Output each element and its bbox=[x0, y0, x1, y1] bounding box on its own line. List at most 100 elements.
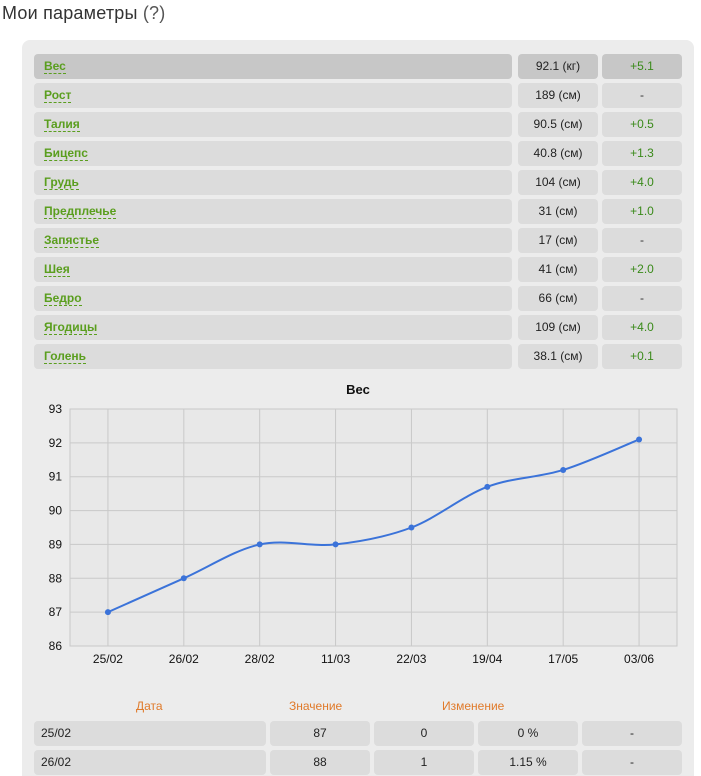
x-axis-labels: 25/02 26/02 28/02 11/03 22/03 19/04 17/05 03/06 bbox=[93, 652, 654, 666]
param-name-link[interactable]: Предплечье bbox=[44, 204, 117, 219]
param-name-cell: Бедро bbox=[34, 286, 512, 311]
weight-data-point[interactable] bbox=[332, 541, 339, 548]
param-value: 31 (см) bbox=[518, 199, 598, 224]
history-date: 26/02 bbox=[34, 750, 266, 775]
weight-data-point[interactable] bbox=[256, 541, 263, 548]
param-value: 66 (см) bbox=[518, 286, 598, 311]
history-extra[interactable]: - bbox=[582, 721, 682, 746]
param-name-link[interactable]: Бедро bbox=[44, 291, 82, 306]
history-header-change: Изменение bbox=[442, 699, 505, 713]
weight-data-point[interactable] bbox=[408, 524, 415, 531]
y-tick-label: 90 bbox=[49, 504, 63, 518]
param-value: 41 (см) bbox=[518, 257, 598, 282]
param-name-link[interactable]: Талия bbox=[44, 117, 80, 132]
param-delta: - bbox=[602, 83, 682, 108]
param-row: Голень 38.1 (см) +0.1 bbox=[34, 344, 682, 369]
history-percent: 0 % bbox=[478, 721, 578, 746]
param-delta: +5.1 bbox=[602, 54, 682, 79]
param-name-link[interactable]: Голень bbox=[44, 349, 86, 364]
history-change: 0 bbox=[374, 721, 474, 746]
y-tick-label: 89 bbox=[49, 537, 63, 551]
param-row: Шея 41 (см) +2.0 bbox=[34, 257, 682, 282]
y-axis-labels: 86 87 88 89 90 91 92 93 bbox=[49, 402, 63, 653]
param-name-link[interactable]: Шея bbox=[44, 262, 70, 277]
weight-series-line bbox=[107, 438, 640, 614]
chart-title: Вес bbox=[346, 382, 370, 397]
page-title-text: Мои параметры bbox=[2, 3, 138, 23]
param-name-cell: Рост bbox=[34, 83, 512, 108]
weight-data-point[interactable] bbox=[560, 466, 567, 473]
param-name-cell: Талия bbox=[34, 112, 512, 137]
weight-data-point[interactable] bbox=[180, 575, 187, 582]
y-tick-label: 88 bbox=[49, 571, 63, 585]
weight-data-point[interactable] bbox=[104, 609, 111, 616]
param-row: Талия 90.5 (см) +0.5 bbox=[34, 112, 682, 137]
plot-area bbox=[69, 408, 678, 647]
params-panel: Вес 92.1 (кг) +5.1 Рост 189 (см) - Талия 90.5 (… bbox=[22, 40, 694, 776]
weight-data-point[interactable] bbox=[484, 483, 491, 490]
param-name-cell: Вес bbox=[34, 54, 512, 79]
param-name-link[interactable]: Рост bbox=[44, 88, 72, 103]
history-row: 25/02 87 0 0 % - bbox=[34, 721, 682, 746]
param-name-link[interactable]: Грудь bbox=[44, 175, 79, 190]
param-delta: +0.5 bbox=[602, 112, 682, 137]
param-delta: +1.0 bbox=[602, 199, 682, 224]
x-tick-label: 19/04 bbox=[472, 652, 502, 666]
param-name-cell: Грудь bbox=[34, 170, 512, 195]
param-value: 40.8 (см) bbox=[518, 141, 598, 166]
weight-series-points bbox=[104, 436, 643, 616]
param-row: Бедро 66 (см) - bbox=[34, 286, 682, 311]
param-row: Рост 189 (см) - bbox=[34, 83, 682, 108]
history-row: 26/02 88 1 1.15 % - bbox=[34, 750, 682, 775]
param-name-cell: Шея bbox=[34, 257, 512, 282]
x-tick-label: 22/03 bbox=[396, 652, 426, 666]
param-value: 92.1 (кг) bbox=[518, 54, 598, 79]
history-percent: 1.15 % bbox=[478, 750, 578, 775]
param-delta: - bbox=[602, 228, 682, 253]
x-tick-label: 25/02 bbox=[93, 652, 123, 666]
history-value: 87 bbox=[270, 721, 370, 746]
weight-chart: Вес 86 87 88 89 90 91 92 93 25/02 26/02 28/02 11/0… bbox=[49, 382, 678, 666]
param-value: 17 (см) bbox=[518, 228, 598, 253]
param-row: Бицепс 40.8 (см) +1.3 bbox=[34, 141, 682, 166]
param-value: 109 (см) bbox=[518, 315, 598, 340]
param-delta: +1.3 bbox=[602, 141, 682, 166]
param-delta: - bbox=[602, 286, 682, 311]
param-value: 90.5 (см) bbox=[518, 112, 598, 137]
param-row: Запястье 17 (см) - bbox=[34, 228, 682, 253]
param-name-link[interactable]: Ягодицы bbox=[44, 320, 98, 335]
page-title: Мои параметры (?) bbox=[2, 3, 165, 24]
y-tick-label: 93 bbox=[49, 402, 63, 416]
history-header-value: Значение bbox=[289, 699, 343, 713]
x-tick-label: 03/06 bbox=[624, 652, 654, 666]
param-row: Вес 92.1 (кг) +5.1 bbox=[34, 54, 682, 79]
param-name-cell: Предплечье bbox=[34, 199, 512, 224]
param-name-cell: Голень bbox=[34, 344, 512, 369]
y-tick-label: 91 bbox=[49, 470, 63, 484]
param-row: Предплечье 31 (см) +1.0 bbox=[34, 199, 682, 224]
param-row: Ягодицы 109 (см) +4.0 bbox=[34, 315, 682, 340]
param-delta: +4.0 bbox=[602, 315, 682, 340]
y-tick-label: 86 bbox=[49, 639, 63, 653]
x-tick-label: 11/03 bbox=[321, 652, 350, 666]
x-tick-label: 17/05 bbox=[548, 652, 578, 666]
history-extra[interactable]: - bbox=[582, 750, 682, 775]
param-name-cell: Запястье bbox=[34, 228, 512, 253]
y-tick-label: 87 bbox=[49, 605, 63, 619]
param-name-link[interactable]: Вес bbox=[44, 59, 66, 74]
param-name-link[interactable]: Запястье bbox=[44, 233, 100, 248]
y-tick-label: 92 bbox=[49, 436, 63, 450]
param-delta: +2.0 bbox=[602, 257, 682, 282]
param-name-link[interactable]: Бицепс bbox=[44, 146, 88, 161]
x-tick-label: 26/02 bbox=[169, 652, 199, 666]
param-value: 38.1 (см) bbox=[518, 344, 598, 369]
history-value: 88 bbox=[270, 750, 370, 775]
param-delta: +0.1 bbox=[602, 344, 682, 369]
param-value: 189 (см) bbox=[518, 83, 598, 108]
weight-data-point[interactable] bbox=[636, 436, 643, 443]
help-link[interactable]: (?) bbox=[142, 3, 166, 23]
param-row: Грудь 104 (см) +4.0 bbox=[34, 170, 682, 195]
chart-grid bbox=[70, 408, 677, 647]
history-change: 1 bbox=[374, 750, 474, 775]
history-date: 25/02 bbox=[34, 721, 266, 746]
